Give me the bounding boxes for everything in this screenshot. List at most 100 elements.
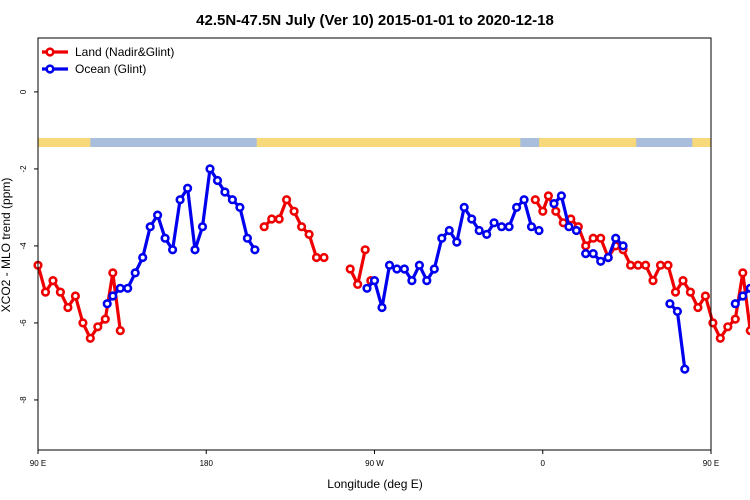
data-point: [678, 276, 688, 286]
data-point: [655, 260, 666, 270]
data-point: [267, 214, 277, 224]
series-layer: [33, 164, 750, 374]
data-point: [648, 276, 658, 286]
data-point: [685, 287, 696, 297]
data-point: [596, 256, 606, 266]
plot-frame: [37, 37, 712, 451]
series-land: [33, 191, 750, 343]
data-point: [345, 264, 355, 274]
data-point: [100, 314, 110, 324]
x-tick-label: 90 E: [30, 459, 46, 468]
data-point: [48, 276, 58, 286]
data-point: [588, 249, 598, 259]
data-point: [115, 326, 125, 336]
data-point: [526, 222, 537, 232]
data-point: [160, 233, 170, 243]
data-point: [235, 202, 245, 212]
land-strip: [539, 138, 637, 147]
data-point: [108, 291, 118, 301]
data-point: [625, 260, 636, 270]
data-point: [377, 302, 387, 313]
data-point: [274, 214, 284, 224]
data-point: [556, 191, 567, 201]
legend-item: Land (Nadir&Glint): [42, 45, 174, 59]
data-point: [311, 252, 322, 263]
data-point: [130, 268, 140, 278]
data-point: [723, 322, 733, 332]
data-point: [715, 333, 725, 343]
data-point: [384, 260, 395, 270]
data-point: [259, 222, 269, 232]
data-point: [611, 233, 621, 243]
data-point: [444, 225, 454, 236]
data-point: [138, 252, 148, 263]
land-strip: [256, 138, 521, 147]
data-point: [282, 195, 292, 205]
data-point: [250, 245, 260, 255]
data-point: [220, 187, 230, 197]
data-point: [534, 225, 544, 236]
data-point: [538, 206, 548, 216]
data-point: [489, 218, 499, 228]
data-point: [633, 260, 643, 270]
data-point: [212, 175, 223, 186]
data-point: [519, 195, 529, 205]
series-ocean: [102, 164, 750, 374]
chart-title: 42.5N-47.5N July (Ver 10) 2015-01-01 to …: [196, 12, 554, 29]
data-point: [175, 195, 185, 205]
land-ocean-strip: [38, 138, 711, 147]
data-point: [672, 306, 683, 317]
data-point: [102, 299, 112, 309]
data-point: [78, 318, 88, 328]
data-point: [530, 195, 540, 205]
y-tick-label: -4: [19, 242, 28, 250]
data-point: [603, 252, 613, 263]
legend-swatch-marker: [45, 47, 55, 57]
x-tick-label: 90 W: [365, 459, 384, 468]
legend-label: Ocean (Glint): [75, 62, 146, 76]
data-point: [168, 245, 178, 255]
data-point: [392, 264, 402, 274]
data-point: [197, 222, 208, 232]
y-tick-label: 0: [19, 89, 28, 94]
data-point: [543, 191, 554, 201]
data-point: [551, 206, 561, 216]
data-point: [289, 206, 299, 216]
data-point: [304, 229, 314, 239]
data-point: [70, 291, 80, 301]
data-point: [190, 245, 200, 255]
data-point: [738, 291, 748, 301]
data-point: [63, 302, 73, 313]
data-point: [407, 276, 417, 286]
data-point: [55, 287, 66, 297]
data-point: [640, 260, 651, 270]
y-tick-label: -2: [19, 165, 28, 173]
series-line: [105, 167, 257, 305]
data-point: [745, 326, 750, 336]
data-point: [745, 283, 750, 293]
x-axis-label: Longitude (deg E): [327, 477, 422, 491]
data-point: [85, 333, 95, 343]
data-point: [362, 283, 372, 293]
data-point: [183, 183, 193, 193]
series-line: [365, 198, 540, 310]
data-point: [319, 252, 329, 263]
x-tick-label: 180: [200, 459, 214, 468]
axes: 90 E 180 90 W 0 90 E 0 -2 -4 -6 -8: [19, 37, 719, 468]
data-point: [665, 299, 675, 309]
data-point: [467, 214, 477, 224]
data-point: [297, 222, 307, 232]
legend-item: Ocean (Glint): [42, 62, 146, 76]
data-point: [437, 233, 447, 243]
data-point: [115, 283, 125, 293]
data-point: [581, 249, 591, 259]
data-point: [571, 225, 582, 236]
data-point: [511, 202, 522, 212]
x-tick-label: 90 E: [703, 459, 719, 468]
data-point: [549, 199, 559, 209]
data-point: [663, 260, 673, 270]
data-point: [497, 222, 507, 232]
data-point: [422, 276, 432, 286]
data-point: [242, 233, 252, 243]
